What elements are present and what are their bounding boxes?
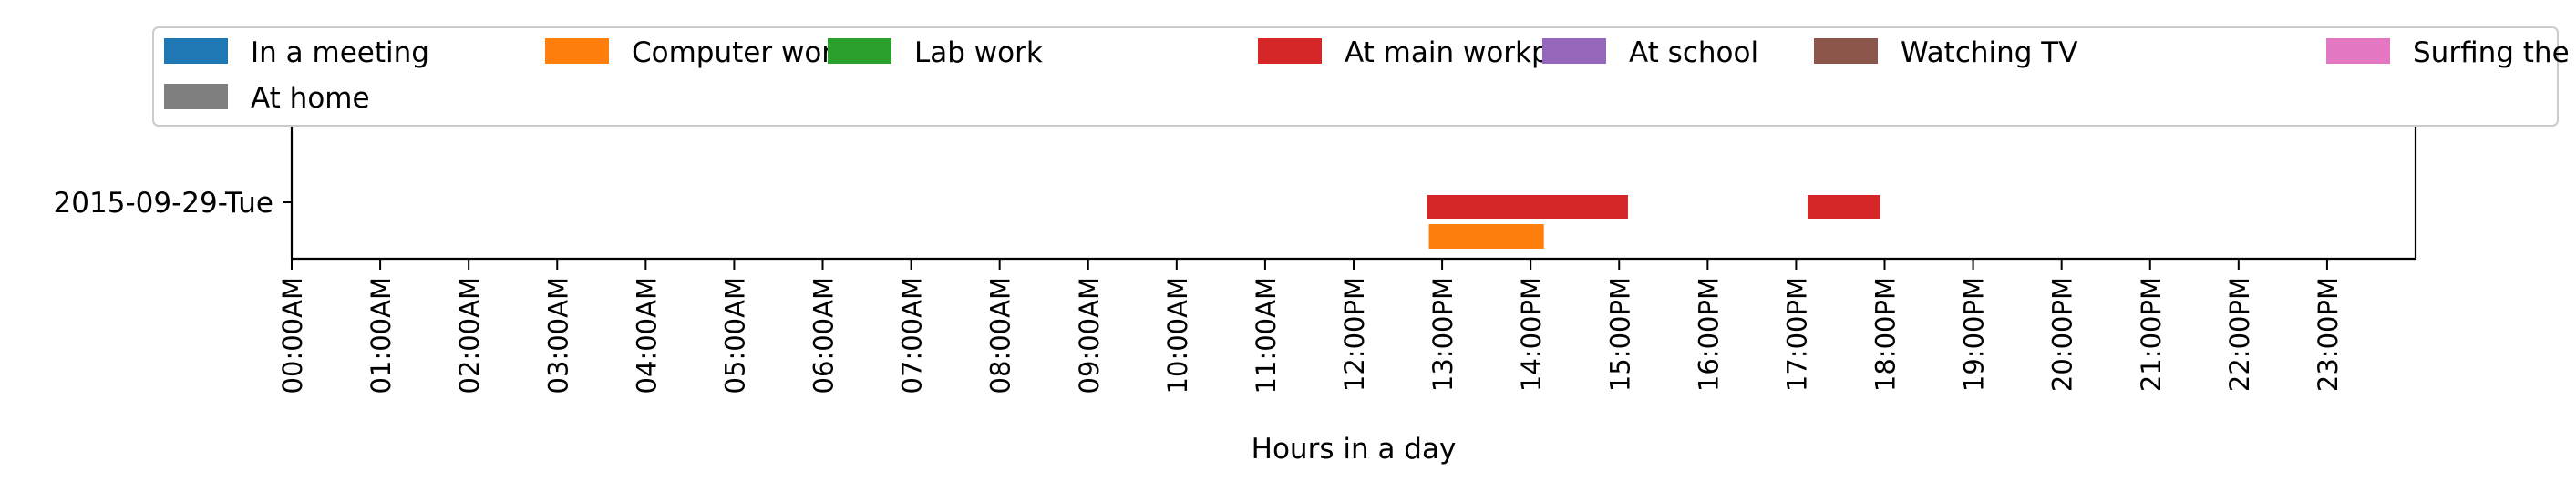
x-tick-label: 12:00PM: [1339, 277, 1370, 392]
legend-label: Computer work: [632, 36, 850, 69]
legend-swatch: [1814, 38, 1878, 64]
x-tick-label: 03:00AM: [542, 277, 573, 394]
y-axis: 2015-09-29-Tue: [54, 187, 292, 220]
x-tick-label: 09:00AM: [1074, 277, 1105, 394]
activity-bar: [1808, 195, 1880, 219]
legend: In a meeting Computer work Lab work At main…: [152, 26, 2576, 127]
x-tick-label: 16:00PM: [1693, 277, 1724, 392]
x-tick-label: 14:00PM: [1516, 277, 1547, 392]
x-tick-label: 06:00AM: [809, 277, 840, 394]
activity-bars: [1427, 195, 1880, 249]
x-tick-label: 13:00PM: [1427, 277, 1458, 392]
legend-label: Watching TV: [1901, 36, 2077, 69]
legend-label: In a meeting: [251, 36, 429, 69]
x-tick-label: 17:00PM: [1781, 277, 1812, 392]
legend-swatch: [1542, 38, 1606, 64]
x-tick-label: 19:00PM: [1959, 277, 1990, 392]
x-tick-label: 00:00AM: [277, 277, 308, 394]
legend-label: At school: [1629, 36, 1758, 69]
legend-label: Surfing the internet: [2413, 36, 2576, 69]
x-tick-label: 07:00AM: [897, 277, 928, 394]
legend-swatch: [2326, 38, 2390, 64]
legend-swatch: [164, 38, 228, 64]
x-tick-label: 01:00AM: [366, 277, 397, 394]
legend-label: Lab work: [914, 36, 1043, 69]
legend-swatch: [164, 84, 228, 109]
legend-swatch: [545, 38, 609, 64]
x-tick-label: 11:00AM: [1251, 277, 1282, 394]
legend-frame: [152, 26, 2559, 127]
y-tick-label: 2015-09-29-Tue: [54, 187, 273, 220]
x-tick-label: 23:00PM: [2313, 277, 2344, 392]
x-tick-label: 15:00PM: [1604, 277, 1635, 392]
x-tick-label: 08:00AM: [985, 277, 1016, 394]
x-tick-label: 02:00AM: [454, 277, 485, 394]
x-tick-label: 20:00PM: [2047, 277, 2078, 392]
plot-area: [290, 126, 2417, 261]
x-tick-label: 22:00PM: [2224, 277, 2255, 392]
legend-swatch: [1258, 38, 1322, 64]
x-axis: 00:00AM 01:00AM 02:00AM 03:00AM 04:00AM 05:00…: [277, 259, 2344, 394]
activity-bar: [1427, 195, 1628, 219]
activity-bar: [1428, 224, 1544, 249]
legend-swatch: [828, 38, 891, 64]
x-tick-label: 04:00AM: [631, 277, 662, 394]
legend-label: At home: [251, 82, 370, 115]
x-tick-label: 10:00AM: [1162, 277, 1193, 394]
x-tick-label: 21:00PM: [2136, 277, 2167, 392]
x-tick-label: 05:00AM: [719, 277, 750, 394]
x-tick-label: 18:00PM: [1870, 277, 1901, 392]
x-axis-label: Hours in a day: [1252, 433, 1457, 466]
